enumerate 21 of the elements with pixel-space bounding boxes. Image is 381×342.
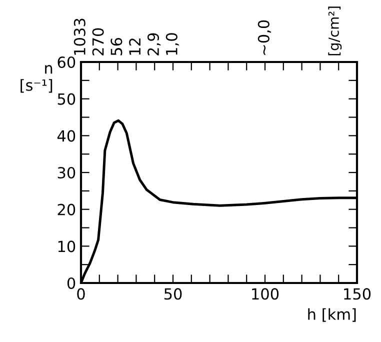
text: 12 (129, 38, 140, 55)
text: 270 (92, 28, 104, 56)
y-tick-label: 40 (57, 130, 76, 142)
y-tick-label: 60 (58, 56, 76, 68)
y-axis-title: n [s⁻¹] (20, 65, 52, 93)
x-tick-label: 0 (77, 288, 85, 300)
x-tick-label: 150 (344, 288, 371, 300)
y-tick-label: 50 (58, 93, 76, 105)
text: 56 (110, 38, 122, 56)
text: [g/cm²] (328, 6, 342, 56)
y-tick-label: 0 (67, 277, 76, 290)
text: ~0,0 (258, 20, 271, 55)
text: 2,9 (147, 33, 161, 56)
x-tick-label: 50 (164, 288, 182, 300)
x-tick-label: 100 (252, 288, 279, 300)
text: 1033 (74, 18, 86, 55)
y-tick-label: 30 (58, 166, 76, 179)
x-axis-title: h [km] (308, 308, 356, 322)
y-tick-label: 20 (58, 204, 76, 216)
text: 1,0 (166, 33, 179, 55)
y-tick-label: 10 (58, 240, 76, 252)
